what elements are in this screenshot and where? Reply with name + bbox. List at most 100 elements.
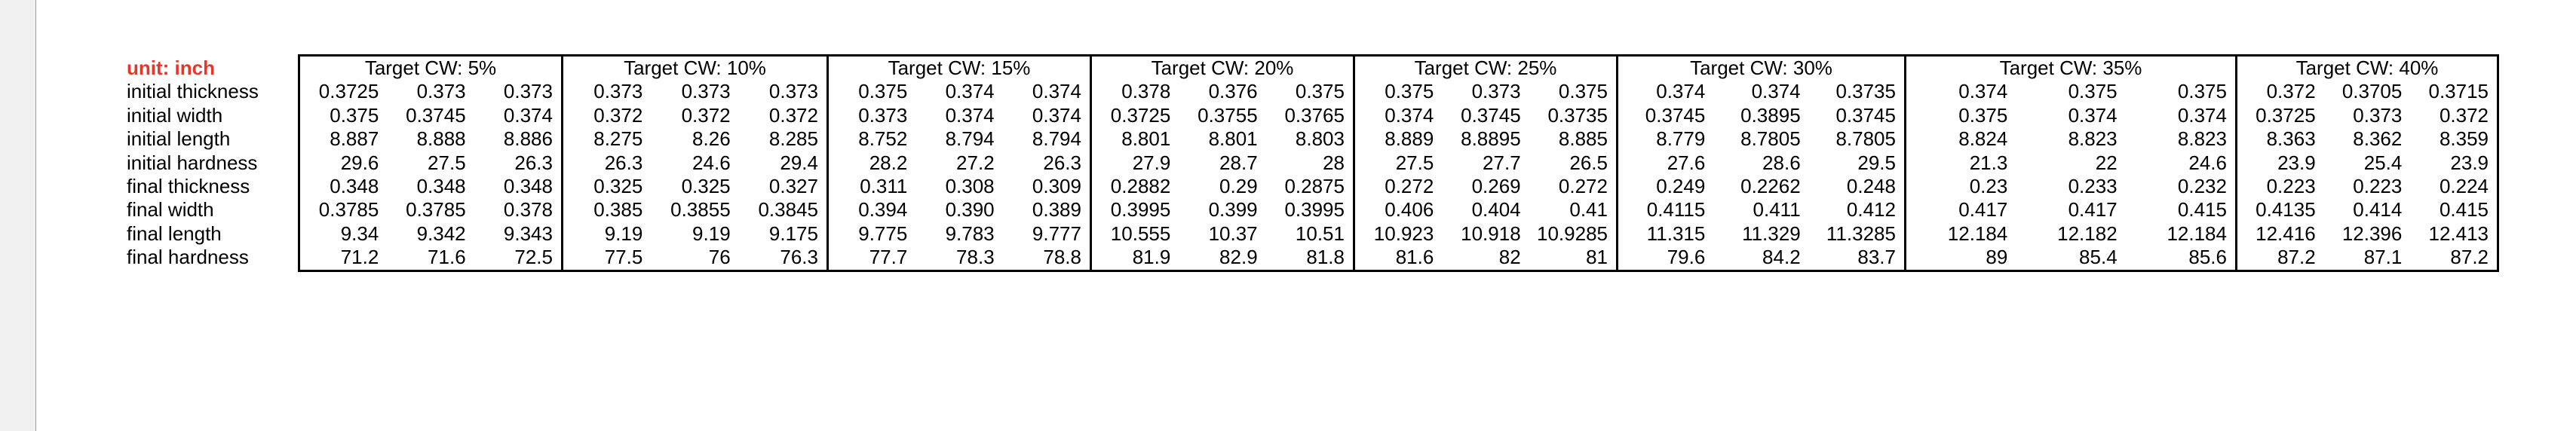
data-cell[interactable]: 8.803: [1295, 127, 1345, 151]
data-cell[interactable]: 71.6: [428, 246, 466, 269]
data-cell[interactable]: 85.4: [2079, 246, 2118, 269]
data-cell[interactable]: 0.373: [416, 80, 466, 103]
data-cell[interactable]: 0.389: [1032, 198, 1081, 222]
data-cell[interactable]: 0.412: [1846, 198, 1896, 222]
data-cell[interactable]: 0.372: [768, 103, 818, 127]
data-cell[interactable]: 0.3785: [318, 198, 379, 222]
data-cell[interactable]: 0.373: [503, 80, 553, 103]
data-cell[interactable]: 8.824: [1958, 127, 2008, 151]
data-cell[interactable]: 0.411: [1753, 198, 1801, 222]
data-cell[interactable]: 12.413: [2428, 222, 2489, 245]
data-cell[interactable]: 81.8: [1306, 246, 1345, 269]
data-cell[interactable]: 0.373: [858, 103, 908, 127]
data-cell[interactable]: 0.378: [503, 198, 553, 222]
data-cell[interactable]: 0.3845: [758, 198, 818, 222]
data-cell[interactable]: 0.375: [2177, 80, 2227, 103]
data-cell[interactable]: 29.4: [780, 151, 818, 174]
data-cell[interactable]: 78.8: [1043, 246, 1081, 269]
data-cell[interactable]: 26.3: [604, 151, 643, 174]
data-cell[interactable]: 0.4115: [1646, 198, 1706, 222]
data-cell[interactable]: 9.343: [503, 222, 553, 245]
data-cell[interactable]: 0.374: [503, 103, 553, 127]
data-cell[interactable]: 72.5: [514, 246, 553, 269]
data-cell[interactable]: 26.3: [1043, 151, 1081, 174]
data-cell[interactable]: 0.404: [1471, 198, 1521, 222]
data-cell[interactable]: 0.374: [2068, 103, 2118, 127]
data-cell[interactable]: 0.414: [2353, 198, 2403, 222]
data-cell[interactable]: 0.374: [2177, 103, 2227, 127]
data-cell[interactable]: 71.2: [340, 246, 379, 269]
data-cell[interactable]: 0.2882: [1110, 174, 1171, 197]
data-cell[interactable]: 8.801: [1208, 127, 1258, 151]
data-cell[interactable]: 27.2: [956, 151, 995, 174]
data-cell[interactable]: 82.9: [1219, 246, 1258, 269]
data-cell[interactable]: 0.348: [330, 174, 379, 197]
data-cell[interactable]: 0.348: [503, 174, 553, 197]
data-cell[interactable]: 84.2: [1762, 246, 1801, 269]
data-cell[interactable]: 0.3755: [1198, 103, 1258, 127]
data-cell[interactable]: 0.23: [1969, 174, 2008, 197]
data-cell[interactable]: 8.285: [768, 127, 818, 151]
data-cell[interactable]: 0.3725: [1110, 103, 1171, 127]
data-cell[interactable]: 29.6: [340, 151, 379, 174]
data-cell[interactable]: 0.374: [945, 80, 995, 103]
data-cell[interactable]: 12.416: [2256, 222, 2316, 245]
data-cell[interactable]: 26.5: [1569, 151, 1608, 174]
data-cell[interactable]: 8.26: [692, 127, 731, 151]
data-cell[interactable]: 0.3725: [318, 80, 379, 103]
data-cell[interactable]: 9.777: [1032, 222, 1081, 245]
data-cell[interactable]: 10.918: [1461, 222, 1521, 245]
data-cell[interactable]: 28: [1323, 151, 1345, 174]
data-cell[interactable]: 82: [1498, 246, 1521, 269]
data-cell[interactable]: 10.37: [1208, 222, 1258, 245]
data-cell[interactable]: 26.3: [514, 151, 553, 174]
data-cell[interactable]: 8.363: [2266, 127, 2316, 151]
data-cell[interactable]: 0.327: [768, 174, 818, 197]
data-cell[interactable]: 0.223: [2266, 174, 2316, 197]
data-cell[interactable]: 8.885: [1558, 127, 1608, 151]
data-cell[interactable]: 0.249: [1656, 174, 1706, 197]
data-cell[interactable]: 0.3735: [1835, 80, 1896, 103]
data-cell[interactable]: 77.5: [604, 246, 643, 269]
data-cell[interactable]: 12.184: [1947, 222, 2008, 245]
data-cell[interactable]: 8.779: [1656, 127, 1706, 151]
data-cell[interactable]: 0.2875: [1284, 174, 1345, 197]
data-cell[interactable]: 25.4: [2363, 151, 2403, 174]
data-cell[interactable]: 76: [708, 246, 731, 269]
data-cell[interactable]: 0.4135: [2256, 198, 2316, 222]
data-cell[interactable]: 0.325: [593, 174, 643, 197]
data-cell[interactable]: 8.889: [1385, 127, 1434, 151]
row-label[interactable]: initial hardness: [127, 151, 258, 174]
data-cell[interactable]: 24.6: [2188, 151, 2227, 174]
data-cell[interactable]: 83.7: [1857, 246, 1896, 269]
data-cell[interactable]: 8.752: [858, 127, 908, 151]
data-cell[interactable]: 0.3745: [1645, 103, 1706, 127]
data-cell[interactable]: 0.372: [2439, 103, 2489, 127]
data-cell[interactable]: 0.415: [2439, 198, 2489, 222]
data-cell[interactable]: 10.51: [1295, 222, 1345, 245]
data-cell[interactable]: 0.373: [1471, 80, 1521, 103]
data-cell[interactable]: 0.390: [945, 198, 995, 222]
data-cell[interactable]: 8.362: [2353, 127, 2403, 151]
data-cell[interactable]: 11.329: [1742, 222, 1801, 245]
data-cell[interactable]: 23.9: [2277, 151, 2316, 174]
data-cell[interactable]: 8.275: [593, 127, 643, 151]
data-cell[interactable]: 0.3725: [2256, 103, 2316, 127]
row-label[interactable]: final hardness: [127, 246, 249, 269]
data-cell[interactable]: 27.5: [1395, 151, 1434, 174]
data-cell[interactable]: 0.325: [681, 174, 731, 197]
data-cell[interactable]: 8.801: [1121, 127, 1171, 151]
data-cell[interactable]: 8.7805: [1835, 127, 1896, 151]
data-cell[interactable]: 0.375: [2068, 80, 2118, 103]
data-cell[interactable]: 0.3705: [2341, 80, 2403, 103]
data-cell[interactable]: 87.2: [2277, 246, 2316, 269]
data-cell[interactable]: 0.223: [2353, 174, 2403, 197]
data-cell[interactable]: 9.775: [858, 222, 908, 245]
data-cell[interactable]: 27.5: [428, 151, 466, 174]
data-cell[interactable]: 77.7: [869, 246, 908, 269]
data-cell[interactable]: 0.374: [1958, 80, 2008, 103]
data-cell[interactable]: 27.7: [1483, 151, 1521, 174]
data-cell[interactable]: 8.887: [330, 127, 379, 151]
data-cell[interactable]: 79.6: [1667, 246, 1706, 269]
data-cell[interactable]: 0.376: [1208, 80, 1258, 103]
